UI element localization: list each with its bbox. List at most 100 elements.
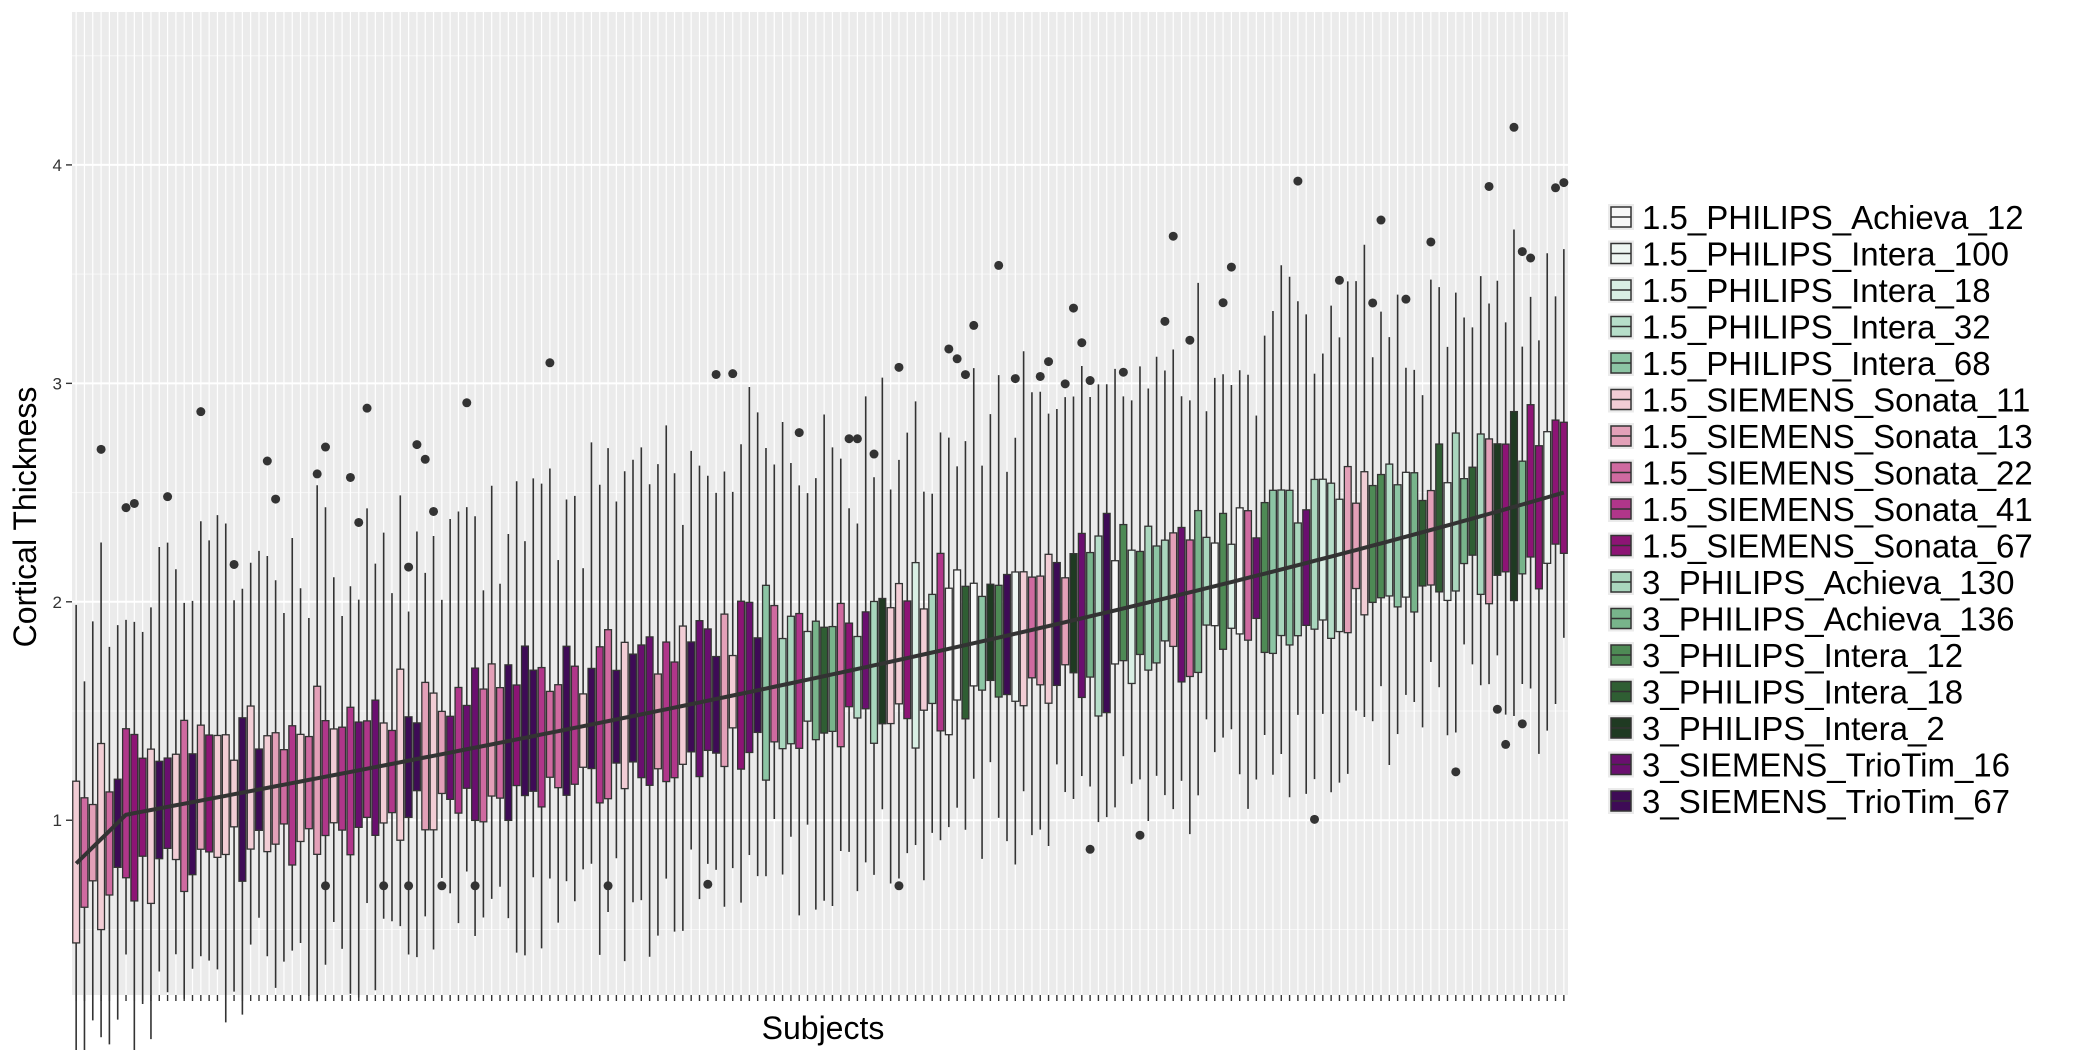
box-subject	[1426, 279, 1435, 662]
outlier-point	[1401, 294, 1411, 304]
box-body	[753, 637, 762, 734]
legend-label: 1.5_PHILIPS_Intera_68	[1642, 345, 1991, 382]
outlier-point	[603, 881, 613, 891]
outlier-point	[163, 492, 173, 502]
box-subject	[786, 463, 795, 837]
box-subject	[130, 621, 139, 1050]
box-body	[736, 600, 746, 770]
box-body	[1260, 501, 1269, 654]
median-line	[74, 490, 1565, 865]
box-subject	[1559, 249, 1568, 638]
outlier-point	[1451, 767, 1461, 777]
outlier-point	[952, 354, 962, 364]
outlier-point	[262, 456, 272, 466]
box-body	[196, 724, 205, 850]
box-body	[188, 753, 197, 876]
box-subject	[205, 540, 214, 961]
outlier-point	[1226, 262, 1236, 272]
box-subject	[529, 478, 538, 878]
outlier-point	[894, 881, 904, 891]
box-body	[1235, 507, 1244, 635]
box-subject	[1185, 400, 1194, 835]
outlier-point	[379, 881, 389, 891]
box-subject	[1484, 303, 1494, 685]
legend-item: 3_PHILIPS_Achieva_136	[1608, 601, 2014, 638]
box-body	[1310, 478, 1319, 630]
outlier-point	[1551, 183, 1561, 193]
box-body	[163, 757, 172, 849]
box-subject	[1360, 244, 1369, 718]
box-subject	[562, 499, 571, 882]
box-subject	[728, 491, 737, 869]
box-body	[986, 583, 995, 682]
box-subject	[1443, 346, 1452, 736]
box-body	[1044, 553, 1053, 704]
box-body	[512, 684, 521, 787]
box-body	[338, 726, 347, 831]
legend-item: 1.5_SIEMENS_Sonata_41	[1608, 491, 2033, 528]
outlier-point	[129, 498, 139, 508]
outlier-point	[852, 434, 862, 444]
box-body	[1426, 489, 1435, 586]
box-subject	[379, 532, 388, 919]
box-subject	[869, 477, 879, 875]
box-subject	[138, 631, 147, 1005]
box-body	[1435, 443, 1444, 593]
outlier-point	[894, 362, 904, 372]
box-subject	[1227, 384, 1236, 730]
legend-item: 1.5_SIEMENS_Sonata_13	[1608, 418, 2033, 455]
box-subject	[146, 607, 156, 1040]
box-body	[487, 663, 496, 797]
outlier-point	[1085, 376, 1095, 386]
box-subject	[1160, 370, 1169, 796]
box-subject	[1376, 311, 1386, 687]
box-body	[1410, 472, 1419, 613]
box-body	[1077, 532, 1086, 699]
outlier-point	[196, 407, 206, 417]
box-subject	[1327, 305, 1336, 793]
box-subject	[894, 459, 904, 879]
box-subject	[471, 516, 480, 936]
box-subject	[936, 432, 945, 841]
box-subject	[446, 519, 455, 894]
box-subject	[1027, 392, 1036, 836]
box-subject	[479, 590, 488, 918]
box-body	[246, 705, 255, 850]
box-body	[1119, 523, 1128, 662]
box-body	[770, 604, 779, 743]
box-subject	[579, 568, 588, 870]
box-body	[936, 552, 945, 732]
box-subject	[1235, 370, 1244, 775]
outlier-point	[404, 562, 414, 572]
box-body	[628, 653, 638, 763]
box-subject	[338, 615, 347, 949]
box-body	[687, 641, 696, 753]
box-body	[1019, 571, 1028, 707]
box-body	[1219, 512, 1228, 650]
box-body	[853, 635, 862, 719]
box-subject	[512, 481, 521, 953]
box-body	[354, 721, 363, 828]
box-subject	[604, 448, 613, 912]
outlier-point	[1368, 298, 1378, 308]
box-subject	[670, 473, 679, 932]
outlier-point	[1218, 298, 1228, 308]
box-body	[554, 684, 563, 789]
legend-item: 1.5_SIEMENS_Sonata_67	[1608, 528, 2033, 565]
box-body	[1318, 478, 1327, 621]
box-body	[919, 608, 928, 711]
legend-item: 3_PHILIPS_Intera_2	[1608, 710, 1945, 747]
box-body	[1144, 525, 1153, 671]
box-subject	[828, 447, 837, 907]
box-subject	[537, 483, 546, 949]
box-subject	[587, 442, 596, 864]
box-body	[703, 628, 712, 752]
box-subject	[313, 485, 322, 1002]
box-body	[1393, 484, 1402, 608]
box-body	[1327, 482, 1336, 639]
box-subject	[745, 387, 754, 856]
box-body	[778, 637, 787, 750]
legend-item: 3_PHILIPS_Intera_12	[1608, 637, 1963, 674]
box-subject	[1534, 340, 1543, 754]
